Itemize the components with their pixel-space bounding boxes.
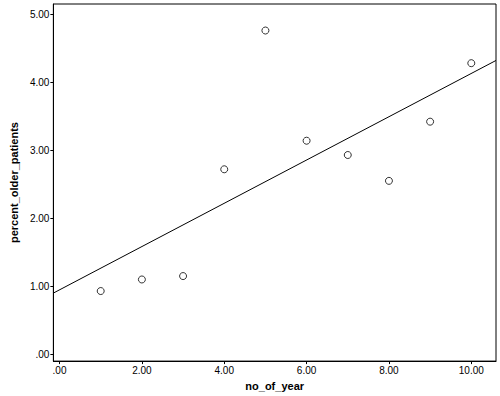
svg-text:.00: .00 bbox=[35, 349, 49, 360]
svg-text:10.00: 10.00 bbox=[459, 365, 484, 376]
svg-text:2.00: 2.00 bbox=[30, 213, 50, 224]
svg-text:percent_older_patients: percent_older_patients bbox=[8, 122, 20, 243]
svg-text:8.00: 8.00 bbox=[379, 365, 399, 376]
svg-text:1.00: 1.00 bbox=[30, 281, 50, 292]
svg-text:2.00: 2.00 bbox=[132, 365, 152, 376]
svg-text:4.00: 4.00 bbox=[30, 77, 50, 88]
svg-text:5.00: 5.00 bbox=[30, 9, 50, 20]
svg-text:.00: .00 bbox=[53, 365, 67, 376]
svg-text:4.00: 4.00 bbox=[215, 365, 235, 376]
svg-text:6.00: 6.00 bbox=[297, 365, 317, 376]
svg-text:3.00: 3.00 bbox=[30, 145, 50, 156]
svg-text:no_of_year: no_of_year bbox=[245, 380, 304, 392]
